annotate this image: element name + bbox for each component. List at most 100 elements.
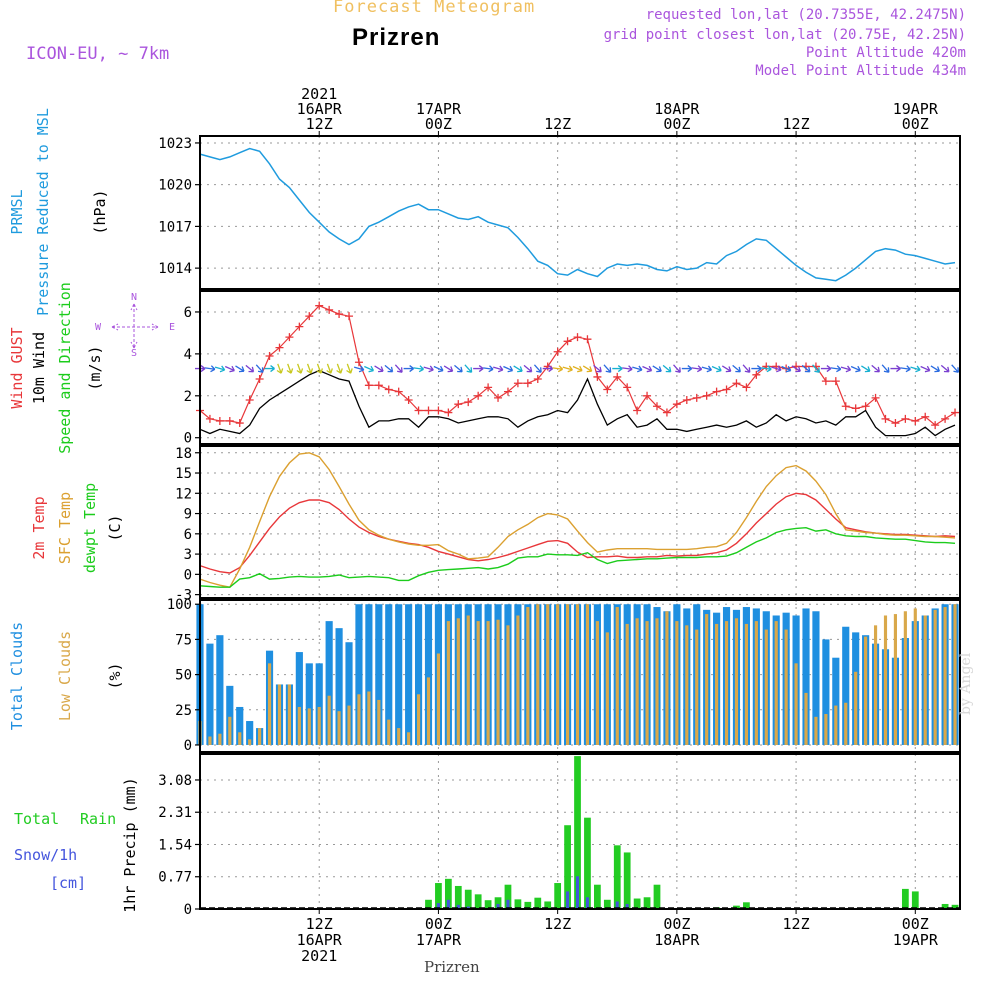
frames-layer (195, 131, 961, 914)
low-cloud-bar (466, 615, 470, 745)
wind-direction-arrow (830, 365, 842, 373)
wind-direction-arrow (890, 365, 901, 373)
wind-direction-arrow (276, 363, 284, 374)
wind-direction-arrow (642, 365, 653, 373)
low-cloud-bar (566, 604, 570, 745)
y-tick-label: 15 (175, 466, 192, 482)
temp-label-dewpt: dewpt Temp (81, 483, 99, 573)
low-cloud-bar (575, 604, 580, 745)
low-cloud-bar (615, 607, 619, 745)
low-cloud-bar (744, 623, 748, 745)
y-tick-label: 0 (184, 567, 192, 583)
model-label: ICON-EU, ~ 7km (26, 44, 170, 64)
compass-south: S (131, 348, 137, 359)
wind-direction-arrow (264, 365, 275, 373)
y-tick-label: 2 (184, 389, 192, 405)
top-time-label: 16APR (297, 100, 343, 118)
y-tick-label: 4 (184, 347, 192, 363)
wind-direction-arrow (742, 364, 751, 373)
total-cloud-bar (395, 604, 403, 745)
wind-direction-arrow (900, 365, 911, 373)
wind-direction-arrow (336, 363, 343, 374)
low-cloud-bar (933, 609, 937, 745)
low-cloud-bar (456, 618, 460, 745)
low-cloud-bar (297, 706, 301, 745)
precip-label-unit: 1hr Precip (mm) (121, 777, 139, 912)
wind-direction-arrow (473, 365, 484, 373)
wind-direction-arrow (443, 365, 454, 373)
rain-bar (901, 888, 909, 909)
grid-coordinates: grid point closest lon,lat (20.75E, 42.2… (603, 27, 966, 43)
total-cloud-bar (424, 604, 433, 745)
rain-bar (623, 852, 631, 909)
gust-marker (255, 375, 264, 384)
wind-direction-arrow (761, 365, 772, 373)
low-cloud-bar (407, 732, 411, 745)
y-tick-label: 2.31 (158, 805, 192, 821)
wind-direction-arrow (861, 365, 871, 373)
rain-bar (554, 883, 562, 909)
gust-marker (573, 333, 582, 342)
gust-marker (643, 391, 652, 400)
low-cloud-bar (883, 615, 888, 745)
pressure-line (199, 147, 956, 282)
low-cloud-bar (824, 714, 828, 745)
low-cloud-bar (645, 621, 649, 745)
gust-marker (454, 400, 463, 409)
total-cloud-bar (216, 635, 224, 745)
precip-label-rain: Rain (80, 810, 116, 828)
low-cloud-bar (218, 733, 222, 745)
total-cloud-bar (414, 604, 423, 745)
low-cloud-bar (546, 604, 550, 745)
rain-bar (643, 897, 651, 909)
wind-direction-arrow (403, 365, 415, 373)
wind-direction-arrow (711, 365, 722, 373)
compass-north: N (131, 292, 137, 303)
low-cloud-bar (903, 611, 907, 745)
compass-arrows (111, 303, 159, 349)
panel-frame-temperature (199, 445, 961, 599)
low-cloud-bar (248, 739, 252, 745)
clouds-label-low: Low Clouds (56, 631, 74, 721)
wind-label-10m: 10m Wind (30, 332, 48, 404)
gust-marker (921, 412, 930, 421)
wind-direction-arrow (652, 365, 662, 373)
wind-direction-arrow (681, 365, 693, 373)
wind-direction-arrow (721, 365, 732, 373)
snow-bar (446, 899, 450, 909)
low-cloud-bar (287, 684, 291, 745)
rain-bar (534, 897, 542, 909)
total-cloud-bar (325, 621, 333, 745)
temp-line-2m (199, 492, 956, 574)
y-tick-label: -3 (175, 588, 192, 604)
low-cloud-bar (476, 621, 480, 745)
wind-direction-arrow (296, 363, 304, 374)
gust-marker (553, 347, 562, 356)
low-cloud-bar (844, 702, 848, 745)
precip-label-total: Total (14, 810, 59, 828)
gust-marker (712, 387, 721, 396)
wind-direction-arrow (235, 365, 245, 373)
low-cloud-bar (605, 632, 609, 745)
gust-marker (633, 406, 642, 415)
gust-marker (821, 377, 830, 386)
gust-marker (205, 414, 214, 423)
wind-direction-arrow (881, 364, 890, 373)
rain-bar (504, 884, 512, 909)
wind-direction-arrow (413, 365, 424, 373)
snow-bar (576, 876, 580, 909)
temp-label-sfc: SFC Temp (56, 492, 74, 564)
gust-marker (603, 385, 612, 394)
total-cloud-bar (355, 604, 363, 745)
panel-frame-precip (199, 753, 961, 910)
total-cloud-bar (246, 721, 254, 745)
low-cloud-bar (496, 619, 500, 745)
wind-direction-arrow (523, 364, 533, 373)
total-cloud-bar (206, 643, 214, 745)
wind-label-direction: Speed and Direction (56, 282, 74, 454)
temp-label-unit: (C) (106, 514, 124, 541)
low-cloud-bar (446, 621, 450, 745)
gust-marker (503, 387, 512, 396)
gust-marker (732, 379, 741, 388)
wind-direction-arrow (204, 365, 216, 373)
